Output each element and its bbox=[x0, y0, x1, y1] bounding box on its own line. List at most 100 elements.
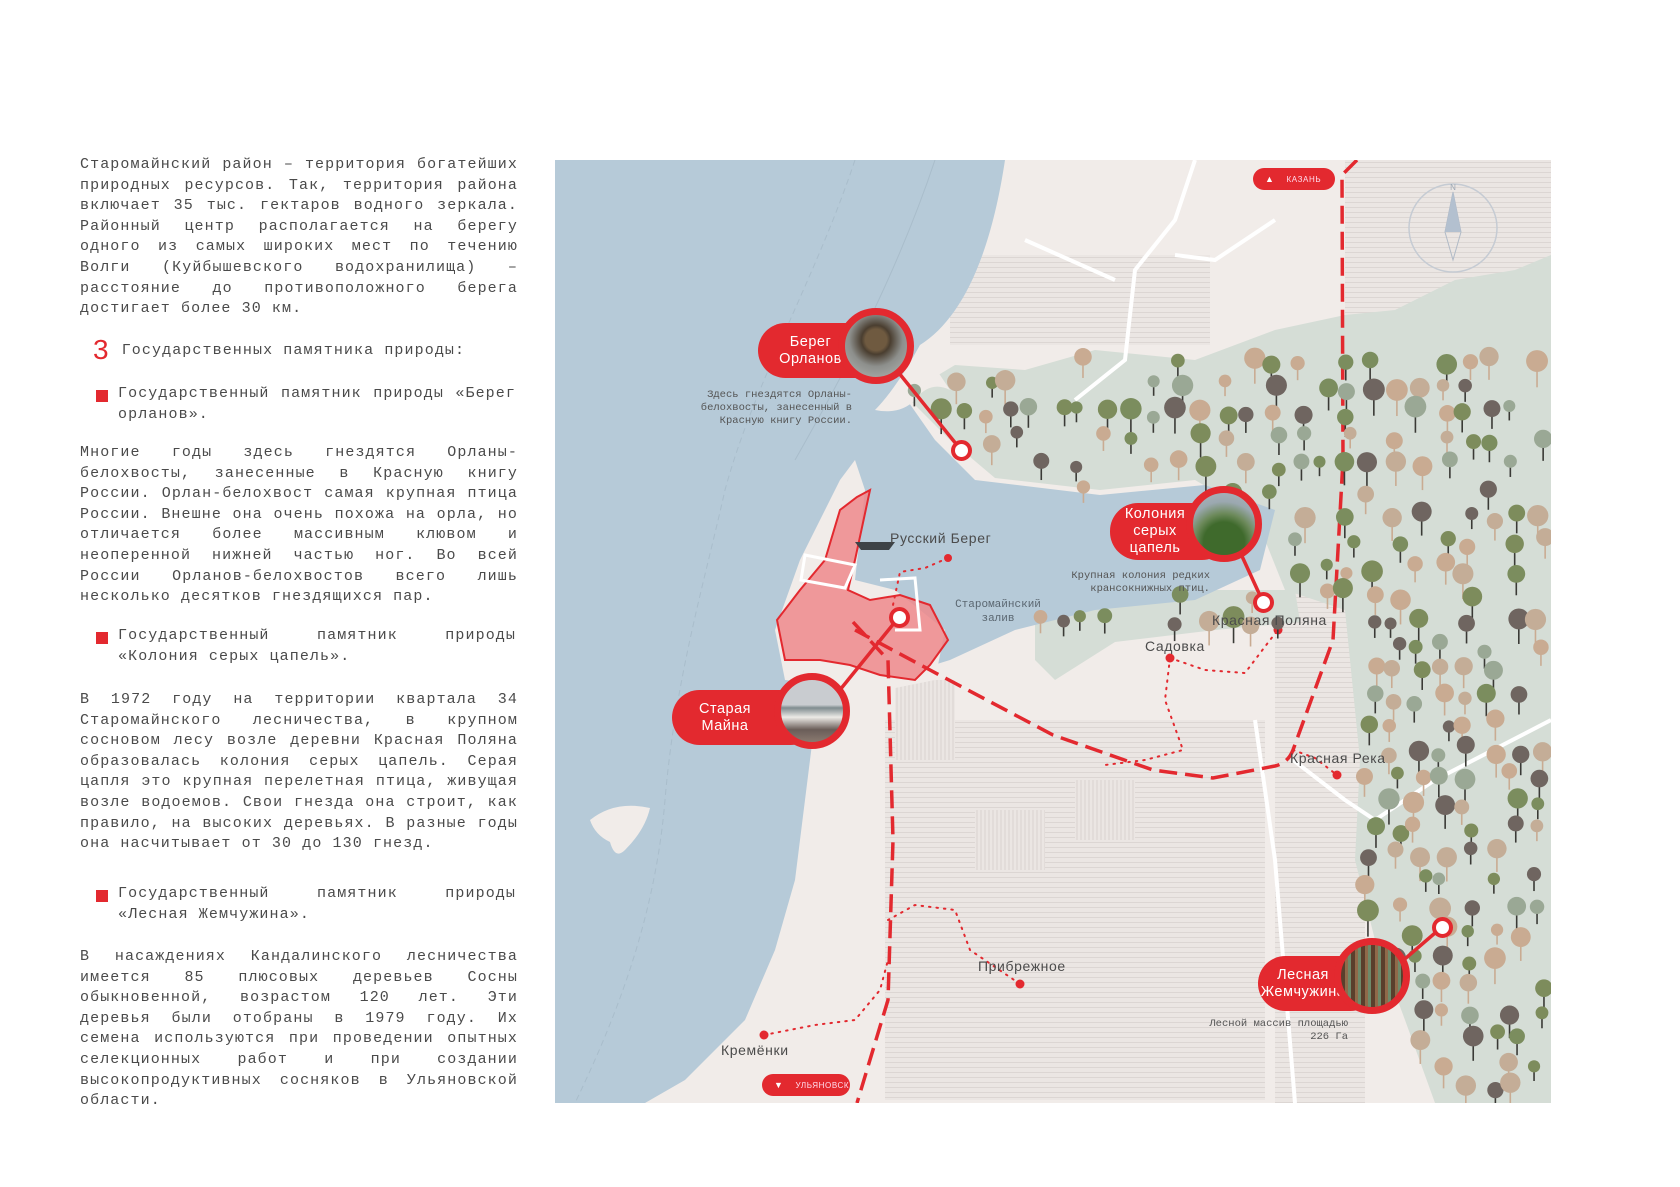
field-hatching bbox=[950, 255, 1210, 345]
tree bbox=[1361, 351, 1379, 380]
tree bbox=[1434, 1057, 1453, 1089]
bereg-orlanov-marker[interactable] bbox=[951, 440, 972, 461]
tree bbox=[1198, 610, 1220, 646]
callout-label: Лесная Жемчужина bbox=[1260, 966, 1346, 1000]
tree bbox=[1290, 355, 1305, 381]
tree bbox=[1503, 454, 1517, 477]
field-hatching bbox=[895, 680, 955, 760]
tree bbox=[1003, 401, 1019, 428]
kremenki-dot[interactable] bbox=[759, 1030, 769, 1040]
staraya-maina-town-area bbox=[775, 488, 950, 682]
tree bbox=[1524, 608, 1547, 645]
tree bbox=[1356, 452, 1377, 487]
tree bbox=[1510, 686, 1528, 715]
tree bbox=[1462, 1025, 1484, 1061]
tree bbox=[1313, 455, 1326, 477]
lesnaya-zhemchuzhina-marker[interactable] bbox=[1432, 917, 1453, 938]
eagle-photo bbox=[838, 308, 914, 384]
tree bbox=[1510, 927, 1531, 961]
direction-sign-kazan[interactable]: ▲ КАЗАНЬ bbox=[1253, 168, 1335, 190]
tree bbox=[1360, 849, 1377, 878]
place-label-kremenki: Кремёнки bbox=[721, 1042, 789, 1058]
tree bbox=[1074, 348, 1092, 378]
tree bbox=[1533, 639, 1549, 666]
tree bbox=[1435, 795, 1456, 829]
place-label-krasnaya-reka: Красная Река bbox=[1290, 750, 1386, 766]
island bbox=[590, 805, 650, 854]
tree bbox=[1382, 508, 1402, 541]
tree bbox=[1531, 797, 1545, 820]
tree bbox=[1387, 841, 1404, 869]
tree bbox=[1442, 720, 1456, 742]
tree bbox=[1465, 507, 1479, 530]
tree bbox=[1335, 508, 1354, 539]
tree bbox=[1218, 374, 1232, 397]
main-road bbox=[854, 160, 1359, 780]
tree bbox=[1436, 552, 1456, 585]
tree bbox=[1456, 735, 1475, 767]
tree bbox=[1429, 766, 1448, 798]
tree bbox=[1440, 430, 1454, 453]
tree bbox=[1124, 431, 1138, 454]
tree bbox=[1508, 504, 1526, 534]
boat-icon bbox=[855, 542, 895, 550]
tree bbox=[1487, 1081, 1504, 1103]
koloniya-tsapel-marker[interactable] bbox=[1253, 592, 1274, 613]
krasnaya-reka-dot[interactable] bbox=[1332, 770, 1342, 780]
compass-north-label: N bbox=[1450, 183, 1456, 192]
tree bbox=[1486, 512, 1504, 541]
russky-bereg-dot[interactable] bbox=[944, 554, 952, 562]
district-map[interactable]: N Берег Орланов Здесь гнездятся Орланы- … bbox=[555, 160, 1551, 1103]
tree bbox=[1070, 401, 1083, 423]
tree bbox=[1171, 353, 1185, 378]
tree bbox=[1431, 633, 1448, 661]
tree bbox=[1431, 658, 1449, 687]
tree bbox=[1367, 685, 1384, 714]
tree bbox=[1512, 745, 1530, 776]
direction-sign-ulyanovsk[interactable]: ▼ УЛЬЯНОВСК bbox=[762, 1074, 850, 1096]
bullet-square-icon bbox=[96, 390, 108, 402]
tree bbox=[1169, 450, 1188, 481]
direction-sign-label: КАЗАНЬ bbox=[1286, 174, 1322, 184]
tree bbox=[1033, 452, 1050, 481]
tree bbox=[1360, 715, 1379, 746]
lesnaya-zhemchuzhina-description: Лесной массив площадью 226 Га bbox=[1209, 1018, 1348, 1043]
tree bbox=[1527, 1060, 1541, 1081]
tree bbox=[1406, 696, 1423, 723]
tree bbox=[1526, 350, 1548, 388]
tree bbox=[1454, 799, 1470, 825]
tree bbox=[1337, 383, 1355, 412]
tree bbox=[979, 409, 993, 434]
tree bbox=[1535, 979, 1551, 1010]
tree bbox=[1296, 426, 1312, 451]
tree bbox=[1366, 586, 1384, 615]
tree bbox=[1526, 867, 1542, 892]
pribrezhnoe-dot[interactable] bbox=[1015, 979, 1025, 989]
tree bbox=[1436, 379, 1450, 401]
tree bbox=[1167, 617, 1182, 642]
staraya-maina-marker[interactable] bbox=[889, 607, 910, 628]
tree bbox=[1357, 485, 1375, 515]
church-photo bbox=[774, 673, 850, 749]
tree bbox=[1357, 899, 1379, 937]
tree bbox=[1343, 426, 1357, 449]
tree bbox=[1392, 536, 1409, 563]
tree bbox=[1455, 1075, 1477, 1103]
tree bbox=[1033, 610, 1048, 634]
sadovka-dot[interactable] bbox=[1165, 653, 1175, 663]
tree bbox=[1366, 817, 1386, 848]
tree bbox=[1010, 425, 1024, 448]
tree bbox=[1503, 399, 1516, 421]
tree bbox=[1501, 763, 1518, 790]
tree bbox=[1412, 456, 1433, 491]
monument-bullet-3: Государственный памятник природы «Лесная… bbox=[96, 884, 518, 925]
tree bbox=[1458, 378, 1472, 402]
tree bbox=[1487, 872, 1501, 894]
tree bbox=[1408, 639, 1423, 664]
town-outlines bbox=[799, 553, 922, 632]
tree bbox=[1476, 683, 1496, 717]
tree bbox=[1146, 410, 1160, 433]
arrow-down-icon: ▼ bbox=[774, 1080, 784, 1090]
tree bbox=[1147, 375, 1160, 396]
tree bbox=[1441, 451, 1458, 479]
